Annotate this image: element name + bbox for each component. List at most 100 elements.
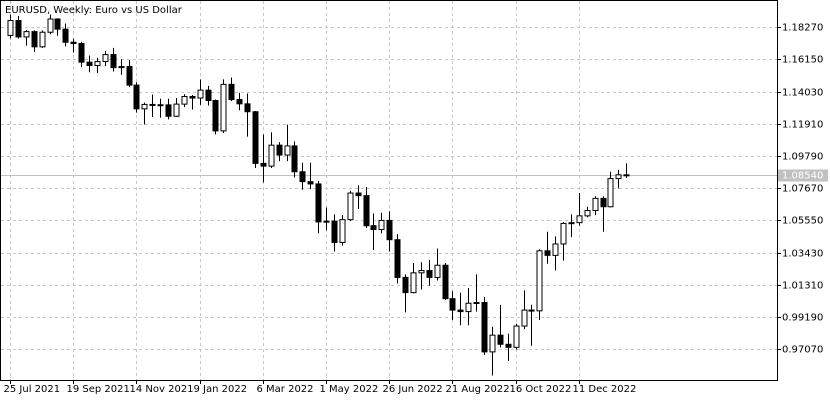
candle-body xyxy=(78,42,85,63)
candle-body xyxy=(62,28,69,43)
candle-body xyxy=(347,192,354,221)
candle-body xyxy=(355,192,362,197)
x-tick-label: 11 Dec 2022 xyxy=(573,384,637,395)
candle-body xyxy=(560,222,567,245)
candle-body xyxy=(442,264,449,300)
candle-body xyxy=(513,325,520,348)
candle-body xyxy=(465,302,472,313)
candle-body xyxy=(15,20,22,38)
candle-body xyxy=(331,220,338,243)
candle-body xyxy=(315,183,322,223)
candle-body xyxy=(378,219,385,231)
x-tick-label: 14 Nov 2021 xyxy=(130,384,194,395)
candle-body xyxy=(568,222,575,225)
y-tick-label: 0.97070 xyxy=(782,345,823,356)
candle-body xyxy=(576,215,583,224)
x-tick-label: 1 May 2022 xyxy=(320,384,379,395)
candle-body xyxy=(370,225,377,231)
candle-body xyxy=(394,239,401,278)
candle-body xyxy=(173,103,180,117)
candle-body xyxy=(31,31,38,48)
y-tick-label: 1.03430 xyxy=(782,249,823,260)
candle-body xyxy=(181,96,188,105)
candle-body xyxy=(54,18,61,30)
candle-body xyxy=(212,99,219,132)
candle-body xyxy=(284,145,291,156)
candle-body xyxy=(205,89,212,101)
chart-title: EURUSD, Weekly: Euro vs US Dollar xyxy=(5,5,183,16)
candle-body xyxy=(418,270,425,274)
y-tick-label: 1.05550 xyxy=(782,216,823,227)
candle-body xyxy=(521,309,528,327)
candle-body xyxy=(118,66,125,69)
candle-body xyxy=(102,54,109,63)
candle-body xyxy=(39,31,46,48)
candle-body xyxy=(252,111,259,164)
y-tick-label: 1.01310 xyxy=(782,281,823,292)
candle-body xyxy=(449,298,456,311)
candle-body xyxy=(386,219,393,241)
candle-body xyxy=(126,66,133,86)
candle-body xyxy=(165,104,172,117)
candle-body xyxy=(489,334,496,353)
candle-body xyxy=(291,145,298,173)
y-tick-label: 0.99190 xyxy=(782,313,823,324)
candle-body xyxy=(23,31,30,38)
candle-body xyxy=(363,195,370,227)
candle-body xyxy=(260,162,267,167)
candle-body xyxy=(600,197,607,208)
y-tick-label: 1.18270 xyxy=(782,23,823,34)
candle-body xyxy=(7,20,14,36)
y-tick-label: 1.14030 xyxy=(782,88,823,99)
y-tick-label: 1.09790 xyxy=(782,152,823,163)
candle-body xyxy=(244,103,251,113)
candle-body xyxy=(426,270,433,278)
candle-body xyxy=(481,301,488,353)
candle-body xyxy=(268,144,275,167)
candle-body xyxy=(276,144,283,156)
candle-body xyxy=(323,220,330,223)
candle-body xyxy=(86,61,93,67)
x-tick-label: 26 Jun 2022 xyxy=(383,384,443,395)
candle-body xyxy=(110,54,117,69)
x-tick-label: 16 Oct 2022 xyxy=(510,384,572,395)
candle-body xyxy=(410,272,417,294)
candle-body xyxy=(197,89,204,99)
candle-body xyxy=(141,103,148,110)
candle-body xyxy=(434,264,441,278)
x-tick-label: 19 Sep 2021 xyxy=(67,384,130,395)
candle-body xyxy=(402,276,409,294)
candle-body xyxy=(307,181,314,185)
candle-body xyxy=(615,174,622,180)
candle-body xyxy=(623,174,630,177)
candle-body xyxy=(236,99,243,105)
candle-body xyxy=(133,84,140,110)
candle-body xyxy=(149,103,156,106)
candle-body xyxy=(94,61,101,67)
candle-body xyxy=(584,210,591,217)
x-tick-label: 6 Mar 2022 xyxy=(257,384,314,395)
candle-body xyxy=(47,18,54,33)
candle-body xyxy=(70,41,77,44)
candle-body xyxy=(544,250,551,256)
candle-body xyxy=(299,171,306,183)
candle-body xyxy=(528,309,535,312)
candle-body xyxy=(157,104,164,107)
y-tick-label: 1.16150 xyxy=(782,55,823,66)
x-tick-label: 21 Aug 2022 xyxy=(446,384,510,395)
y-tick-label: 1.11910 xyxy=(782,120,823,131)
candle-body xyxy=(607,178,614,208)
x-tick-label: 25 Jul 2021 xyxy=(4,384,61,395)
candle-body xyxy=(220,83,227,132)
candle-body xyxy=(457,309,464,313)
candle-body xyxy=(473,301,480,304)
last-price-box xyxy=(778,169,828,182)
candle-body xyxy=(189,96,196,99)
last-price-label: 1.08540 xyxy=(782,171,823,182)
candle-body xyxy=(339,219,346,243)
x-tick-label: 9 Jan 2022 xyxy=(194,384,248,395)
y-tick-label: 1.07670 xyxy=(782,184,823,195)
candle-body xyxy=(505,343,512,348)
candle-body xyxy=(536,250,543,312)
